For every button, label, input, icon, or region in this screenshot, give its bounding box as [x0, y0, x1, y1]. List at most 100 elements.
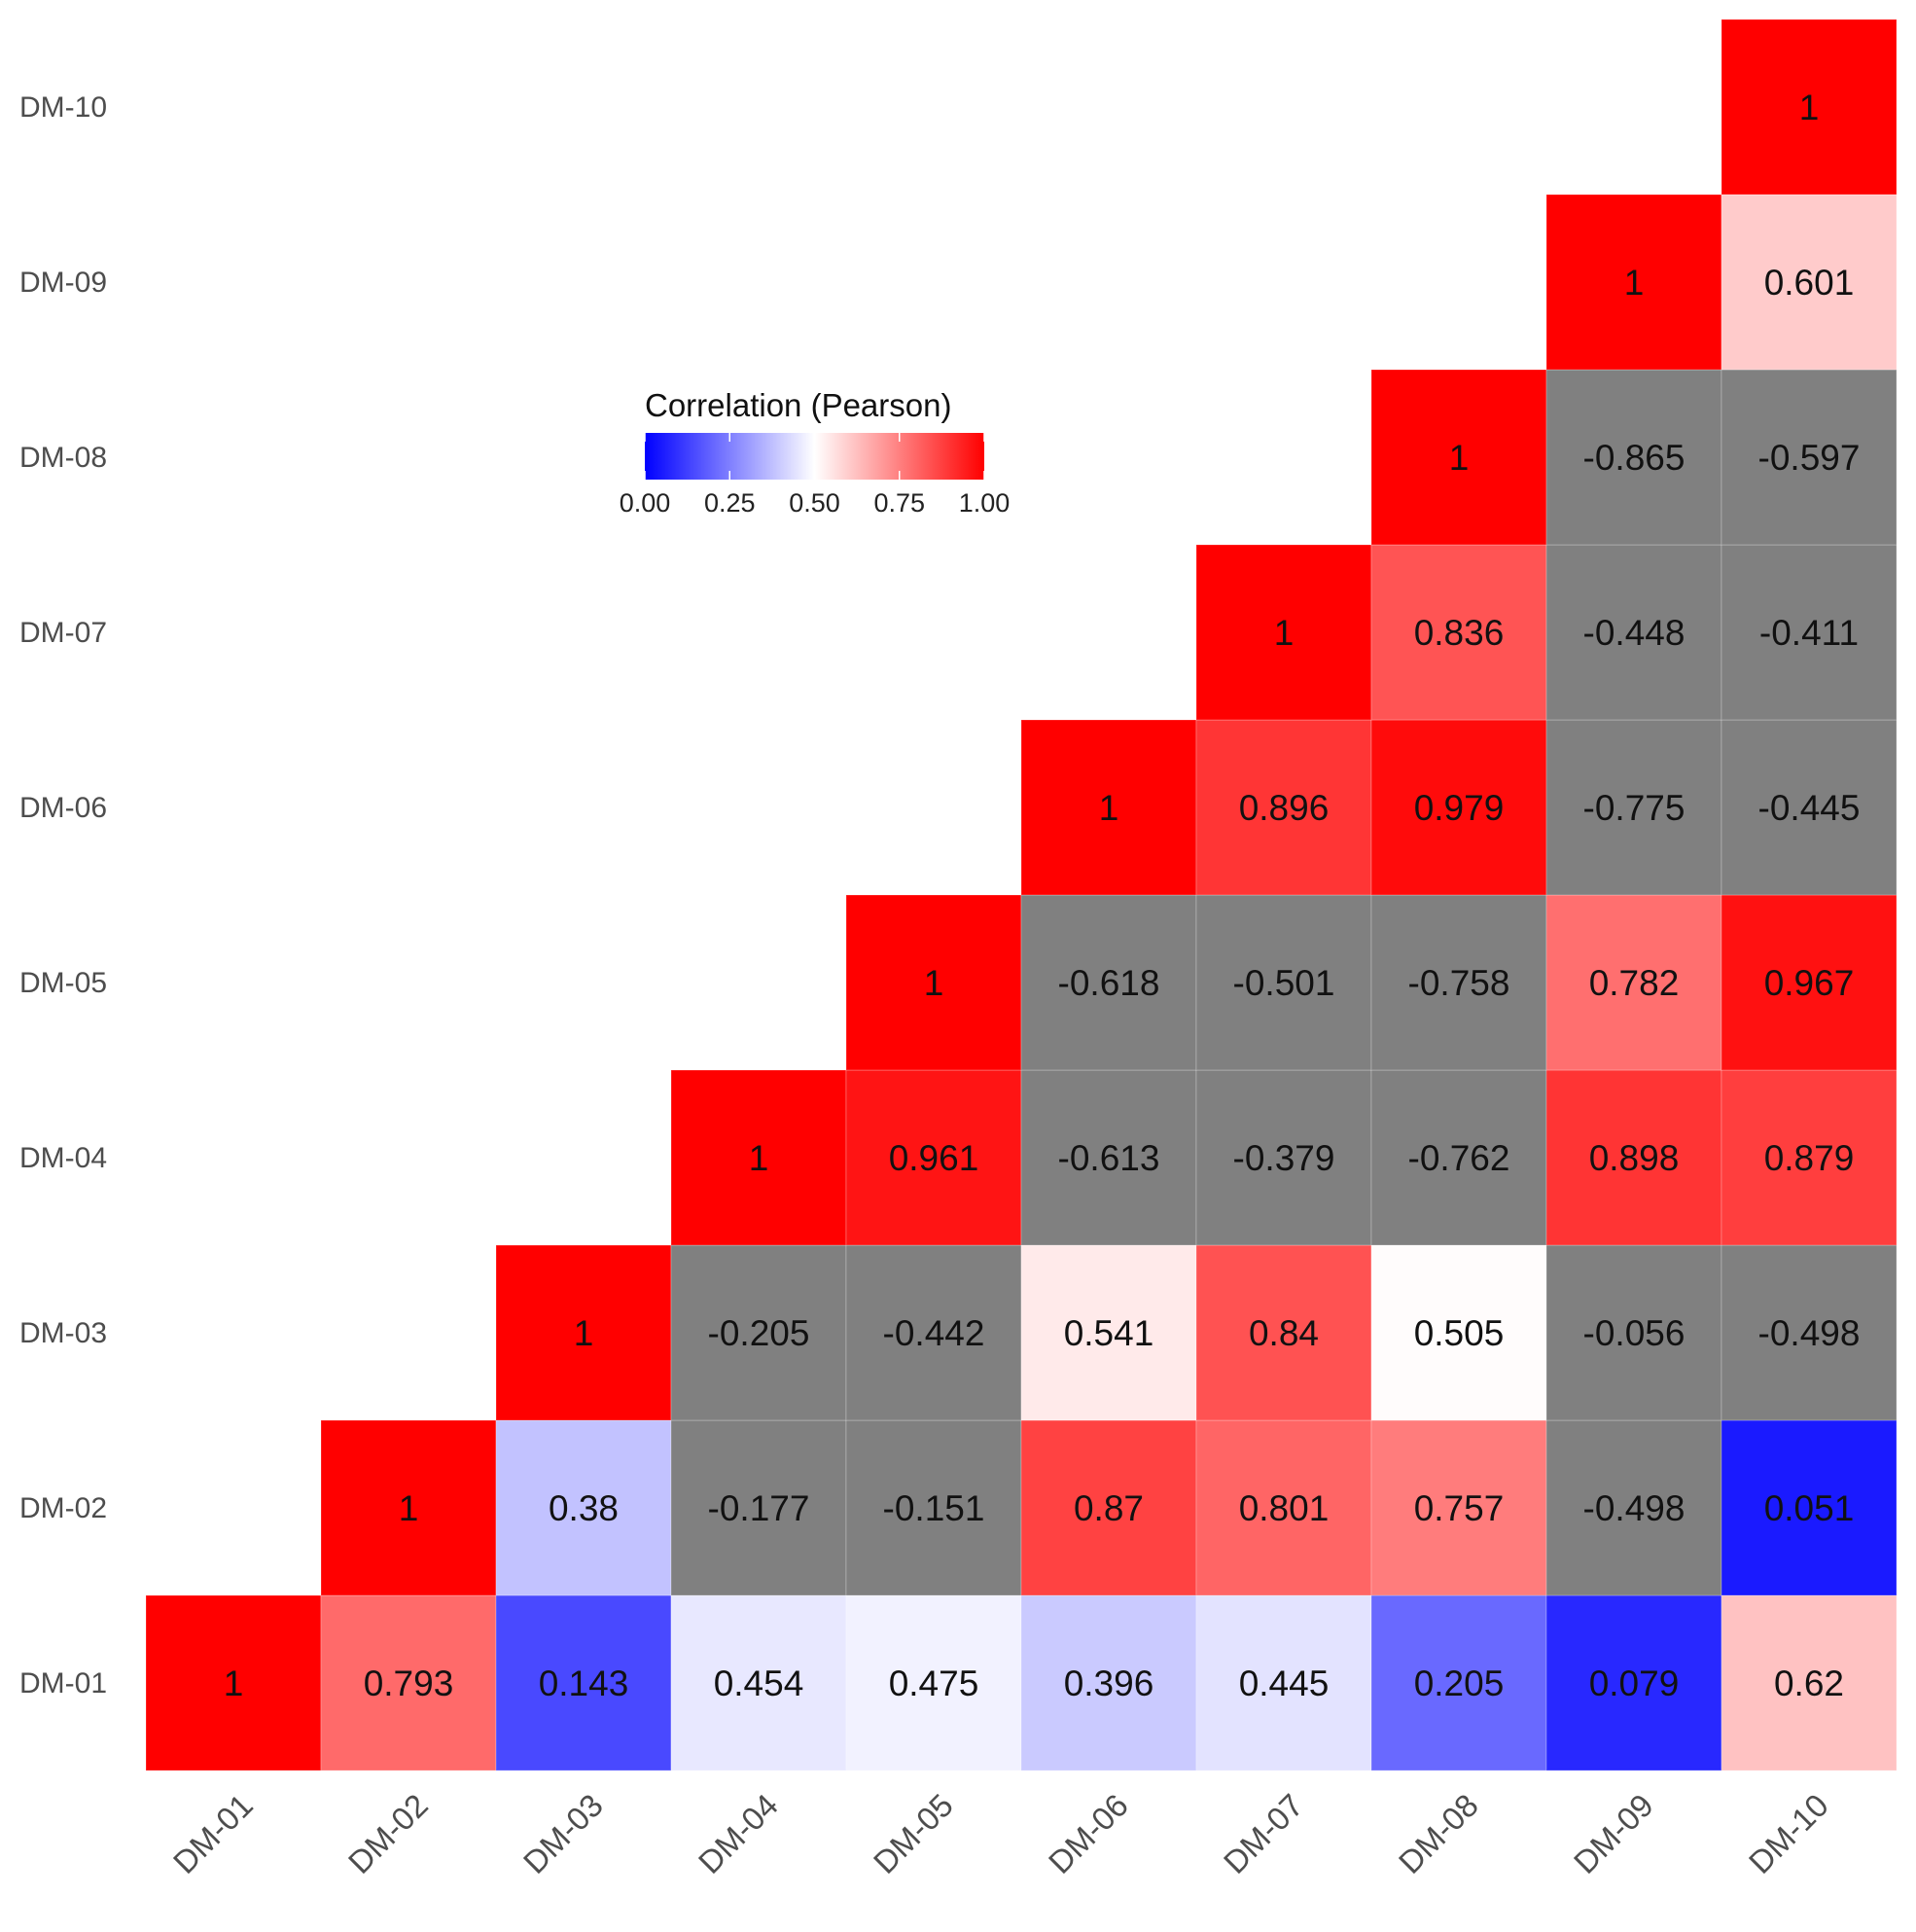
heatmap-cell-rect: [1370, 544, 1547, 721]
legend-ticks: 0.00 0.25 0.50 0.75 1.00: [620, 433, 1011, 518]
x-axis-tick-label: DM-03: [516, 1787, 610, 1880]
heatmap-cell-rect: [1545, 894, 1722, 1071]
heatmap-cell-rect: [145, 1594, 322, 1771]
cell-value-label: 0.454: [714, 1664, 804, 1703]
x-axis-tick-label: DM-09: [1567, 1787, 1660, 1880]
heatmap-cell: 0.896: [1195, 719, 1372, 896]
heatmap-cell: 1: [1545, 194, 1722, 371]
cell-value-label: 1: [749, 1138, 769, 1178]
cell-value-label: 0.601: [1764, 263, 1855, 303]
heatmap-cell: 1: [320, 1419, 497, 1596]
heatmap-cell: 1: [495, 1244, 672, 1421]
heatmap-cell: -0.597: [1721, 369, 1898, 546]
y-axis-labels: DM-01 DM-02 DM-03 DM-04 DM-05 DM-06 DM-07 DM-08…: [19, 91, 107, 1699]
heatmap-cell-rect: [1721, 894, 1898, 1071]
heatmap-cell-rect: [670, 1069, 847, 1246]
cell-value-label: -0.775: [1583, 788, 1685, 828]
heatmap-cell-rect: [1721, 544, 1898, 721]
y-axis-tick-label: DM-05: [19, 967, 107, 999]
heatmap-cell-rect: [1020, 1419, 1197, 1596]
cell-value-label: 0.143: [539, 1664, 629, 1703]
cell-value-label: 0.38: [549, 1488, 619, 1528]
heatmap-cell: -0.498: [1721, 1244, 1898, 1421]
cell-value-label: 0.967: [1764, 963, 1855, 1003]
legend-tick-label: 0.00: [620, 488, 671, 518]
heatmap-cell-rect: [1370, 1594, 1547, 1771]
cell-value-label: -0.151: [883, 1488, 985, 1528]
heatmap-cell: 0.898: [1545, 1069, 1722, 1246]
heatmap-cell: -0.618: [1020, 894, 1197, 1071]
heatmap-cell: -0.151: [845, 1419, 1022, 1596]
cell-value-label: 0.475: [889, 1664, 979, 1703]
heatmap-cell-rect: [1545, 1594, 1722, 1771]
heatmap-cell: 0.87: [1020, 1419, 1197, 1596]
heatmap-cell-rect: [670, 1244, 847, 1421]
heatmap-cell-rect: [320, 1594, 497, 1771]
x-axis-tick-label: DM-10: [1742, 1787, 1835, 1880]
heatmap-cell: 0.967: [1721, 894, 1898, 1071]
heatmap-cell: 0.801: [1195, 1419, 1372, 1596]
heatmap-cell: -0.177: [670, 1419, 847, 1596]
heatmap-cell: -0.865: [1545, 369, 1722, 546]
heatmap-cell: 0.836: [1370, 544, 1547, 721]
heatmap-cell: 1: [145, 1594, 322, 1771]
heatmap-cell: -0.056: [1545, 1244, 1722, 1421]
heatmap-cell-rect: [1545, 719, 1722, 896]
legend-title: Correlation (Pearson): [645, 387, 951, 423]
heatmap-cell: -0.762: [1370, 1069, 1547, 1246]
cell-value-label: 0.205: [1414, 1664, 1505, 1703]
y-axis-tick-label: DM-06: [19, 792, 107, 824]
cell-value-label: 0.979: [1414, 788, 1505, 828]
cell-value-label: 0.757: [1414, 1488, 1505, 1528]
cell-value-label: -0.501: [1233, 963, 1335, 1003]
heatmap-cell: 0.475: [845, 1594, 1022, 1771]
cell-value-label: -0.448: [1583, 613, 1685, 653]
cell-value-label: -0.498: [1583, 1488, 1685, 1528]
heatmap-cell: 0.84: [1195, 1244, 1372, 1421]
cell-value-label: -0.498: [1758, 1313, 1861, 1353]
x-axis-labels: DM-01 DM-02 DM-03 DM-04 DM-05 DM-06 DM-07 DM-08…: [166, 1787, 1835, 1880]
y-axis-tick-label: DM-01: [19, 1667, 107, 1699]
heatmap-cell: 0.782: [1545, 894, 1722, 1071]
heatmap-cell: 0.079: [1545, 1594, 1722, 1771]
heatmap-cell-rect: [1721, 18, 1898, 196]
heatmap-cell-rect: [1370, 1419, 1547, 1596]
heatmap-cell: -0.205: [670, 1244, 847, 1421]
cell-value-label: 1: [1624, 263, 1645, 303]
heatmap-cell-rect: [1721, 369, 1898, 546]
y-axis-tick-label: DM-10: [19, 91, 107, 124]
heatmap-cell: -0.613: [1020, 1069, 1197, 1246]
cell-value-label: -0.205: [708, 1313, 810, 1353]
heatmap-cell: 0.505: [1370, 1244, 1547, 1421]
cell-value-label: 0.896: [1239, 788, 1330, 828]
cell-value-label: 1: [224, 1664, 244, 1703]
heatmap-cell: -0.442: [845, 1244, 1022, 1421]
heatmap-cell-rect: [1545, 544, 1722, 721]
cell-value-label: 1: [574, 1313, 594, 1353]
heatmap-cell-rect: [1020, 1244, 1197, 1421]
cell-value-label: -0.758: [1408, 963, 1510, 1003]
cell-value-label: 0.396: [1064, 1664, 1154, 1703]
x-axis-tick-label: DM-07: [1217, 1787, 1310, 1880]
legend-tick-label: 0.50: [789, 488, 840, 518]
heatmap-cell-rect: [1195, 719, 1372, 896]
heatmap-cell-rect: [1020, 1594, 1197, 1771]
cell-value-label: 0.898: [1589, 1138, 1680, 1178]
heatmap-cell: 0.38: [495, 1419, 672, 1596]
y-axis-tick-label: DM-09: [19, 267, 107, 299]
heatmap-cell: 0.979: [1370, 719, 1547, 896]
heatmap-cell: 0.051: [1721, 1419, 1898, 1596]
cell-value-label: 1: [399, 1488, 419, 1528]
cell-value-label: -0.411: [1759, 613, 1859, 653]
heatmap-cell-rect: [1721, 1419, 1898, 1596]
legend-tick-label: 1.00: [959, 488, 1011, 518]
x-axis-tick-label: DM-01: [166, 1787, 260, 1880]
cell-value-label: -0.865: [1583, 438, 1685, 478]
y-axis-tick-label: DM-02: [19, 1492, 107, 1524]
heatmap-cell: 1: [1370, 369, 1547, 546]
legend: Correlation (Pearson) 0.00 0.25 0.50 0.75 1.…: [620, 387, 1011, 518]
heatmap-cell-rect: [845, 894, 1022, 1071]
heatmap-cell: -0.411: [1721, 544, 1898, 721]
y-axis-tick-label: DM-03: [19, 1317, 107, 1349]
